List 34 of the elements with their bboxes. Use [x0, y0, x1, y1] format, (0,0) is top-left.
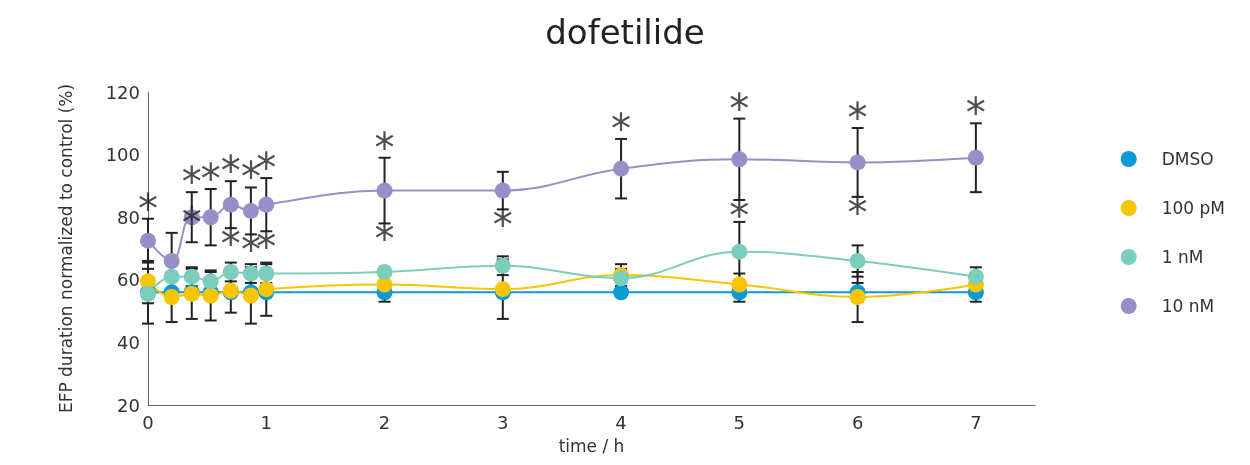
y-tick-label: 100: [105, 144, 140, 166]
annotation: *: [611, 105, 632, 152]
y-tick-label: 20: [117, 394, 140, 416]
annotation: *: [847, 189, 868, 236]
x-tick-label: 0: [142, 411, 154, 433]
x-tick-label: 4: [615, 411, 627, 433]
legend-label: DMSO: [1161, 149, 1214, 169]
x-tick-label: 1: [260, 411, 272, 433]
y-tick-label: 40: [117, 331, 140, 353]
y-tick-label: 80: [117, 206, 140, 228]
annotation: *: [492, 202, 513, 249]
annotation: *: [729, 85, 750, 132]
x-axis-title: time / h: [558, 435, 625, 456]
legend-label: 10 nM: [1161, 296, 1215, 316]
x-tick-label: 3: [497, 411, 509, 433]
annotation: *: [374, 216, 395, 263]
y-tick-label: 60: [117, 269, 140, 291]
annotation: *: [965, 90, 986, 137]
y-tick-label: 120: [105, 81, 140, 103]
annotation: *: [181, 159, 202, 206]
chart-title: dofetilide: [545, 12, 705, 52]
x-tick-label: 5: [733, 411, 746, 433]
x-tick-label: 2: [378, 411, 391, 433]
annotation: *: [374, 124, 395, 171]
x-tick-label: 7: [970, 411, 982, 433]
y-axis-title: EFP duration normalized to control (%): [56, 83, 76, 414]
legend-label: 1 nM: [1161, 247, 1204, 267]
annotation: *: [220, 221, 241, 268]
x-tick-label: 6: [851, 411, 864, 433]
annotation: *: [847, 94, 868, 141]
annotation: *: [220, 148, 241, 195]
annotation: *: [729, 192, 750, 239]
legend-label: 100 pM: [1161, 198, 1225, 218]
annotation: *: [200, 156, 221, 203]
